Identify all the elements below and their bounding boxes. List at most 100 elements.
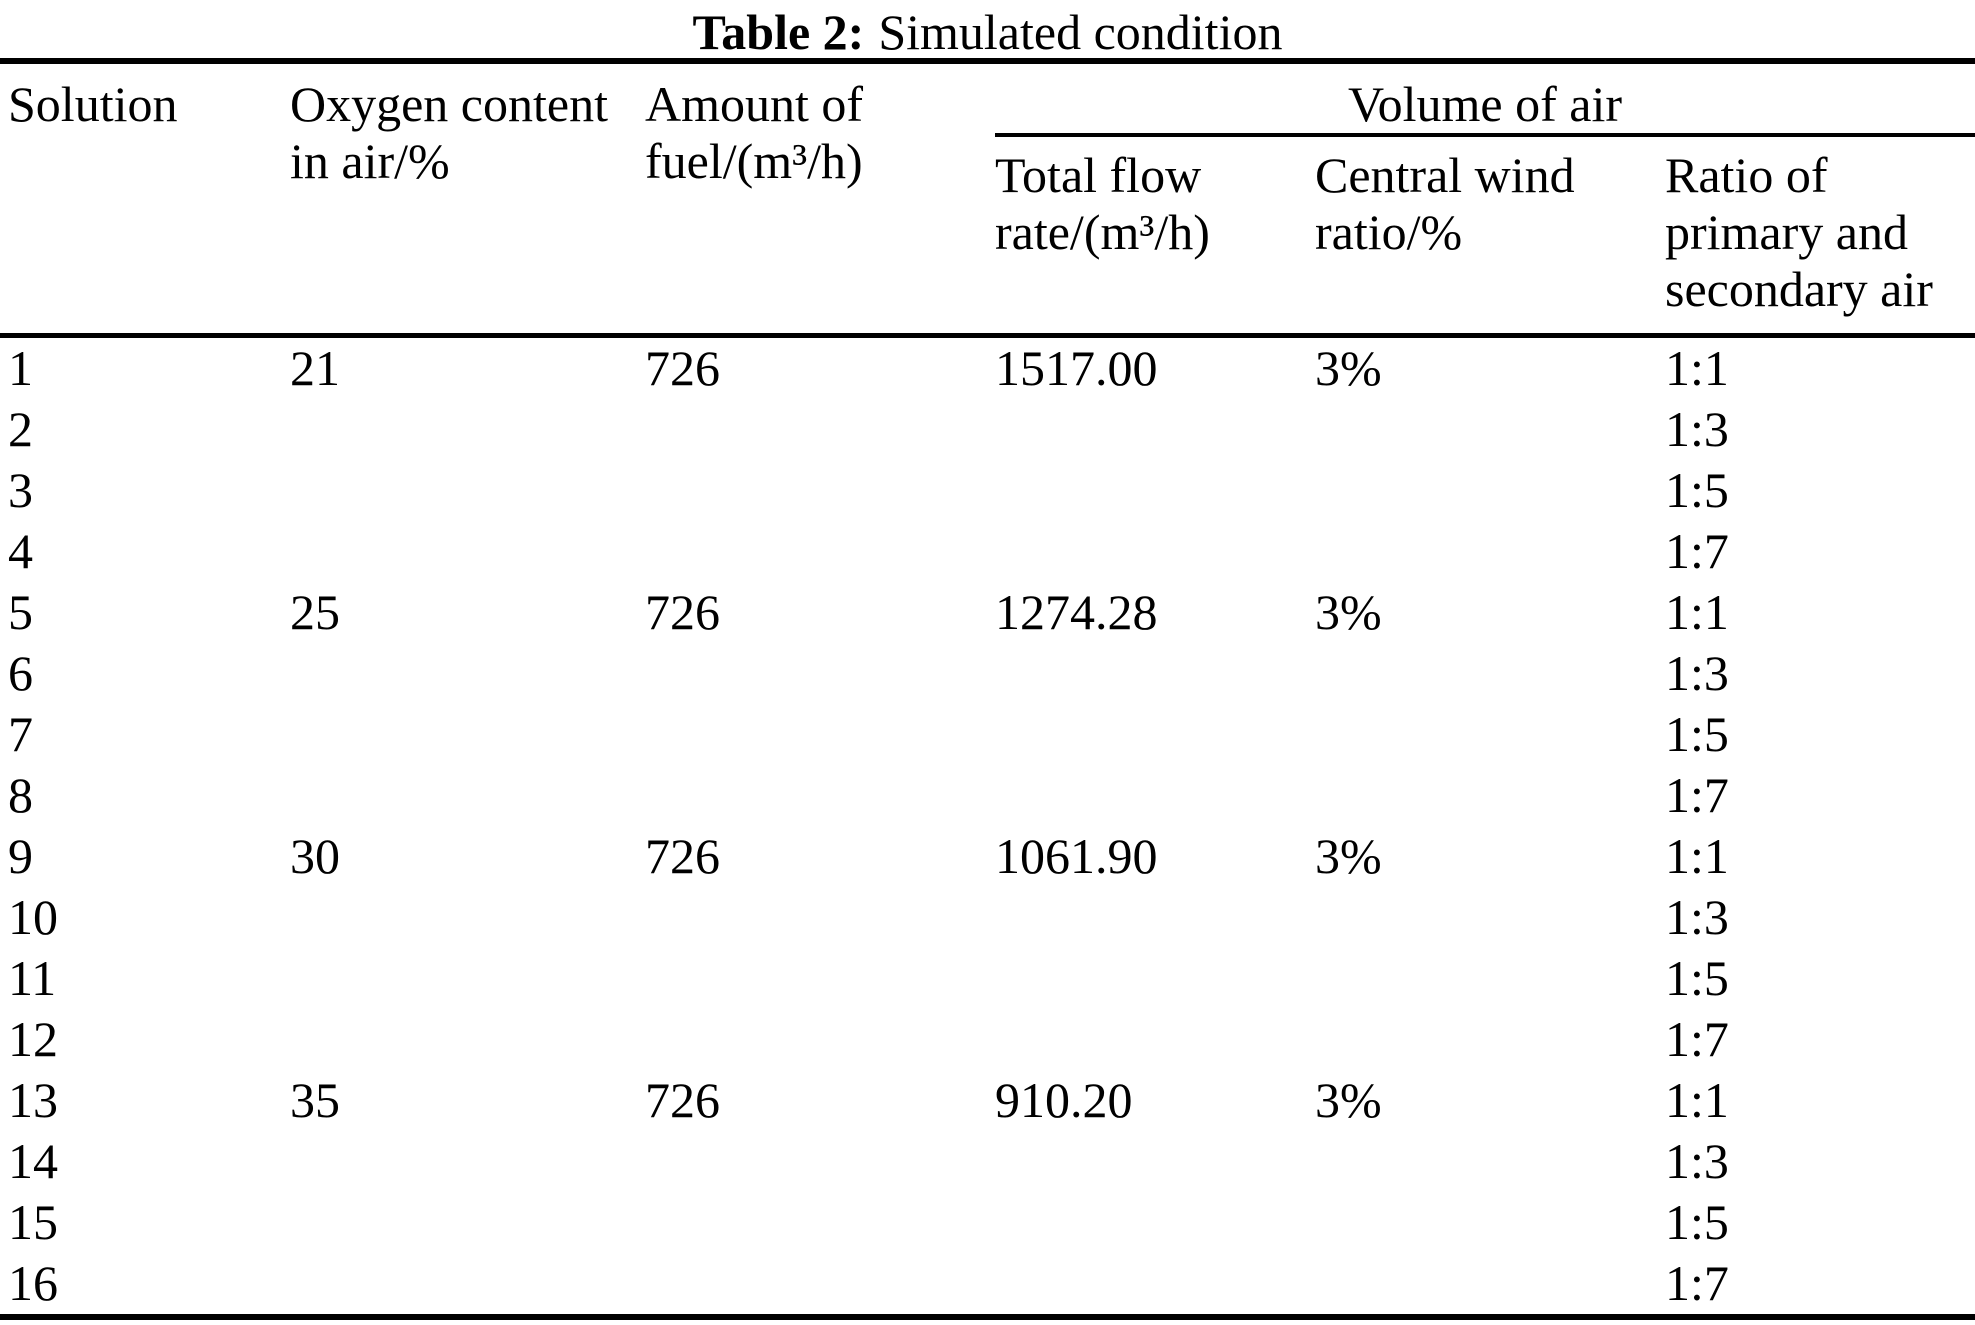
col-header-central-wind: Central wind ratio/% (1315, 135, 1665, 338)
table-caption: Table 2: Simulated condition (0, 0, 1975, 60)
cell-ratio: 1:5 (1665, 949, 1729, 1006)
cell-solution: 11 (8, 949, 57, 1006)
cell-total-flow (995, 1131, 1315, 1192)
table-row: 2 1:3 (0, 399, 1975, 460)
cell-solution: 2 (8, 400, 33, 457)
cell-fuel (645, 765, 995, 826)
cell-fuel (645, 1131, 995, 1192)
cell-oxygen: 30 (290, 827, 340, 884)
cell-central-wind: 3% (1315, 827, 1382, 884)
table-row: 5 25 726 1274.28 3% 1:1 (0, 582, 1975, 643)
cell-fuel (645, 887, 995, 948)
cell-central-wind (1315, 460, 1665, 521)
cell-total-flow (995, 1192, 1315, 1253)
cell-oxygen (290, 1192, 645, 1253)
table-caption-text: Simulated condition (878, 4, 1283, 60)
cell-ratio: 1:5 (1665, 1193, 1729, 1250)
table-row: 10 1:3 (0, 887, 1975, 948)
col-header-solution: Solution (0, 61, 290, 338)
cell-fuel (645, 948, 995, 1009)
cell-central-wind: 3% (1315, 1071, 1382, 1128)
cell-central-wind (1315, 643, 1665, 704)
cell-central-wind (1315, 948, 1665, 1009)
cell-total-flow (995, 643, 1315, 704)
cell-ratio: 1:1 (1665, 1071, 1729, 1128)
cell-oxygen: 35 (290, 1071, 340, 1128)
cell-solution: 10 (8, 888, 58, 945)
cell-solution: 6 (8, 644, 33, 701)
table-body: 1 21 726 1517.00 3% 1:1 2 1:3 3 1:5 (0, 335, 1975, 1317)
cell-oxygen (290, 399, 645, 460)
cell-ratio: 1:3 (1665, 644, 1729, 701)
cell-fuel (645, 704, 995, 765)
cell-solution: 7 (8, 705, 33, 762)
table-row: 15 1:5 (0, 1192, 1975, 1253)
cell-ratio: 1:7 (1665, 1010, 1729, 1067)
cell-central-wind (1315, 521, 1665, 582)
cell-solution: 16 (8, 1254, 58, 1311)
cell-fuel: 726 (645, 827, 720, 884)
table-row: 3 1:5 (0, 460, 1975, 521)
cell-total-flow (995, 948, 1315, 1009)
cell-oxygen (290, 765, 645, 826)
table-row: 14 1:3 (0, 1131, 1975, 1192)
cell-fuel (645, 1192, 995, 1253)
cell-fuel (645, 643, 995, 704)
cell-ratio: 1:7 (1665, 766, 1729, 823)
cell-fuel: 726 (645, 1071, 720, 1128)
cell-oxygen: 25 (290, 583, 340, 640)
cell-ratio: 1:3 (1665, 1132, 1729, 1189)
table-row: 7 1:5 (0, 704, 1975, 765)
table-row: 6 1:3 (0, 643, 1975, 704)
table-row: 9 30 726 1061.90 3% 1:1 (0, 826, 1975, 887)
cell-total-flow (995, 1253, 1315, 1317)
table-row: 1 21 726 1517.00 3% 1:1 (0, 335, 1975, 399)
cell-fuel: 726 (645, 339, 720, 396)
cell-solution: 5 (8, 583, 33, 640)
cell-central-wind: 3% (1315, 583, 1382, 640)
cell-fuel: 726 (645, 583, 720, 640)
table-caption-label: Table 2: (692, 4, 865, 60)
cell-fuel (645, 521, 995, 582)
cell-central-wind: 3% (1315, 339, 1382, 396)
cell-fuel (645, 1253, 995, 1317)
col-header-total-flow: Total flow rate/(m³/h) (995, 135, 1315, 338)
cell-total-flow: 910.20 (995, 1071, 1133, 1128)
cell-oxygen (290, 704, 645, 765)
col-group-volume-of-air: Volume of air (995, 61, 1975, 137)
cell-central-wind (1315, 1131, 1665, 1192)
cell-solution: 14 (8, 1132, 58, 1189)
cell-ratio: 1:3 (1665, 888, 1729, 945)
cell-solution: 4 (8, 522, 33, 579)
cell-solution: 1 (8, 339, 33, 396)
cell-solution: 3 (8, 461, 33, 518)
cell-central-wind (1315, 1192, 1665, 1253)
cell-oxygen: 21 (290, 339, 340, 396)
cell-central-wind (1315, 765, 1665, 826)
header-row-group: Solution Oxygen content in air/% Amount … (0, 61, 1975, 338)
table-row: 16 1:7 (0, 1253, 1975, 1317)
cell-total-flow: 1061.90 (995, 827, 1158, 884)
cell-ratio: 1:5 (1665, 705, 1729, 762)
table-row: 8 1:7 (0, 765, 1975, 826)
cell-solution: 12 (8, 1010, 58, 1067)
cell-central-wind (1315, 887, 1665, 948)
table-row: 13 35 726 910.20 3% 1:1 (0, 1070, 1975, 1131)
cell-total-flow (995, 460, 1315, 521)
cell-total-flow: 1517.00 (995, 339, 1158, 396)
cell-oxygen (290, 1253, 645, 1317)
table-row: 12 1:7 (0, 1009, 1975, 1070)
cell-central-wind (1315, 1009, 1665, 1070)
header-row-sub: Total flow rate/(m³/h) Central wind rati… (0, 135, 1975, 338)
col-header-oxygen: Oxygen content in air/% (290, 61, 645, 338)
cell-solution: 15 (8, 1193, 58, 1250)
cell-fuel (645, 399, 995, 460)
cell-ratio: 1:5 (1665, 461, 1729, 518)
simulated-condition-table: Solution Oxygen content in air/% Amount … (0, 58, 1975, 1320)
cell-total-flow (995, 521, 1315, 582)
cell-total-flow (995, 1009, 1315, 1070)
cell-oxygen (290, 521, 645, 582)
cell-total-flow: 1274.28 (995, 583, 1158, 640)
cell-total-flow (995, 704, 1315, 765)
